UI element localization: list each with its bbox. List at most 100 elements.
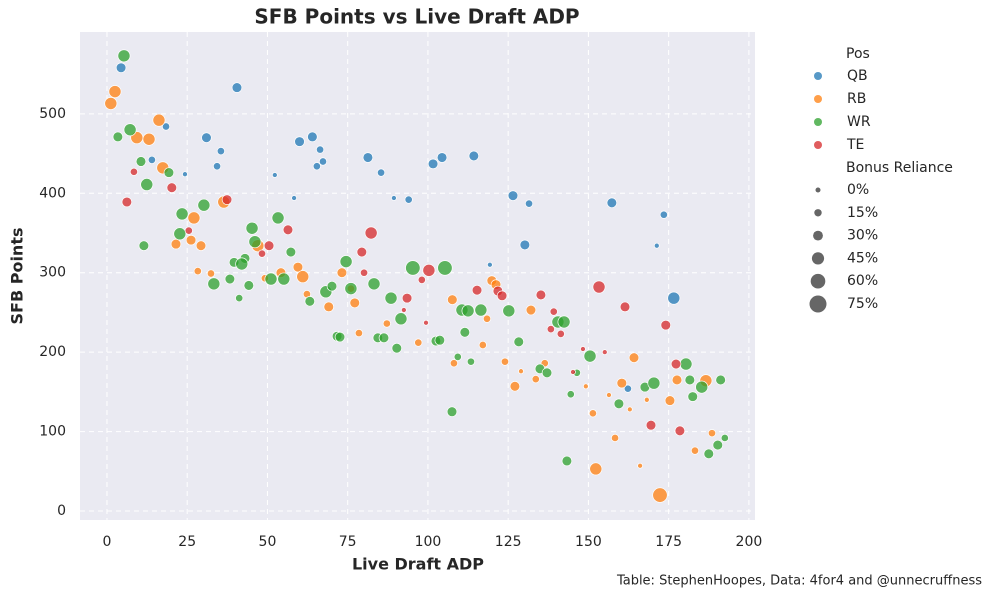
point — [384, 291, 398, 305]
x-tick-label: 0 — [103, 534, 112, 550]
point — [404, 195, 413, 204]
point — [294, 136, 305, 147]
point — [163, 167, 175, 178]
size-legend-label: 30% — [847, 228, 878, 244]
point — [231, 82, 243, 93]
point — [304, 296, 316, 307]
point — [557, 315, 571, 329]
point — [643, 396, 650, 403]
point — [500, 357, 510, 366]
point — [453, 352, 462, 361]
size-legend-label: 0% — [847, 182, 869, 198]
point — [377, 168, 386, 177]
point — [417, 275, 426, 284]
size-legend-label: 15% — [847, 205, 878, 221]
point — [354, 329, 363, 338]
point — [216, 147, 225, 156]
point — [496, 290, 508, 301]
point — [307, 131, 318, 143]
point — [524, 199, 534, 208]
point — [449, 359, 458, 368]
point — [334, 331, 346, 343]
point — [318, 157, 328, 166]
point — [645, 419, 657, 431]
point — [606, 392, 612, 398]
point — [349, 297, 361, 309]
point — [138, 240, 150, 251]
point — [549, 307, 558, 316]
point — [659, 210, 668, 219]
x-axis-label: Live Draft ADP — [352, 555, 484, 574]
point — [647, 376, 661, 390]
point — [687, 391, 698, 402]
point — [623, 384, 632, 393]
point — [356, 246, 368, 258]
point — [235, 257, 249, 271]
point — [401, 307, 407, 313]
y-tick-label: 400 — [39, 185, 66, 201]
point — [482, 314, 492, 323]
legend-marker — [814, 95, 822, 103]
point — [611, 433, 620, 442]
size-legend-marker — [815, 187, 821, 193]
point — [182, 171, 188, 178]
point — [147, 155, 156, 164]
point — [285, 246, 297, 258]
x-tick-label: 200 — [736, 534, 763, 550]
legend-label: TE — [846, 137, 864, 153]
point — [104, 97, 118, 110]
point — [653, 242, 660, 249]
point — [502, 304, 516, 318]
x-tick-label: 175 — [655, 534, 682, 550]
point — [592, 280, 606, 294]
point — [695, 380, 709, 394]
point — [414, 338, 423, 347]
point — [487, 261, 493, 268]
point — [427, 158, 439, 170]
point — [471, 284, 483, 296]
point — [166, 182, 178, 193]
size-legend-label: 60% — [847, 273, 878, 289]
point — [518, 368, 524, 375]
x-tick-label: 125 — [495, 534, 522, 550]
point — [140, 178, 154, 191]
point — [378, 332, 390, 344]
point — [667, 291, 681, 305]
size-legend-title: Bonus Reliance — [846, 160, 953, 176]
size-legend-marker — [814, 209, 822, 217]
legend-label: RB — [847, 91, 866, 107]
point — [197, 198, 211, 212]
x-tick-label: 50 — [259, 534, 277, 550]
point — [173, 227, 187, 241]
point — [468, 150, 480, 162]
legend-marker — [814, 118, 822, 126]
point — [580, 346, 586, 352]
point — [221, 194, 233, 205]
point — [715, 374, 726, 386]
point — [546, 325, 555, 334]
point — [245, 221, 259, 235]
point — [224, 273, 236, 285]
y-tick-label: 500 — [39, 106, 66, 122]
chart-title: SFB Points vs Live Draft ADP — [254, 5, 579, 29]
point — [339, 255, 353, 269]
point — [121, 196, 133, 208]
point — [707, 429, 717, 438]
size-legend-marker — [811, 252, 825, 265]
point — [235, 294, 244, 303]
point — [123, 123, 137, 137]
point — [422, 263, 436, 277]
legend-marker — [814, 141, 822, 149]
size-legend-label: 75% — [847, 296, 878, 312]
point — [535, 289, 547, 301]
size-legend-marker — [810, 273, 826, 289]
size-legend-marker — [813, 230, 823, 241]
point — [637, 462, 643, 469]
point — [712, 439, 724, 451]
point — [129, 167, 138, 176]
point — [201, 132, 212, 143]
point — [670, 358, 682, 370]
point — [619, 301, 631, 313]
point — [541, 367, 553, 379]
point — [117, 49, 131, 63]
